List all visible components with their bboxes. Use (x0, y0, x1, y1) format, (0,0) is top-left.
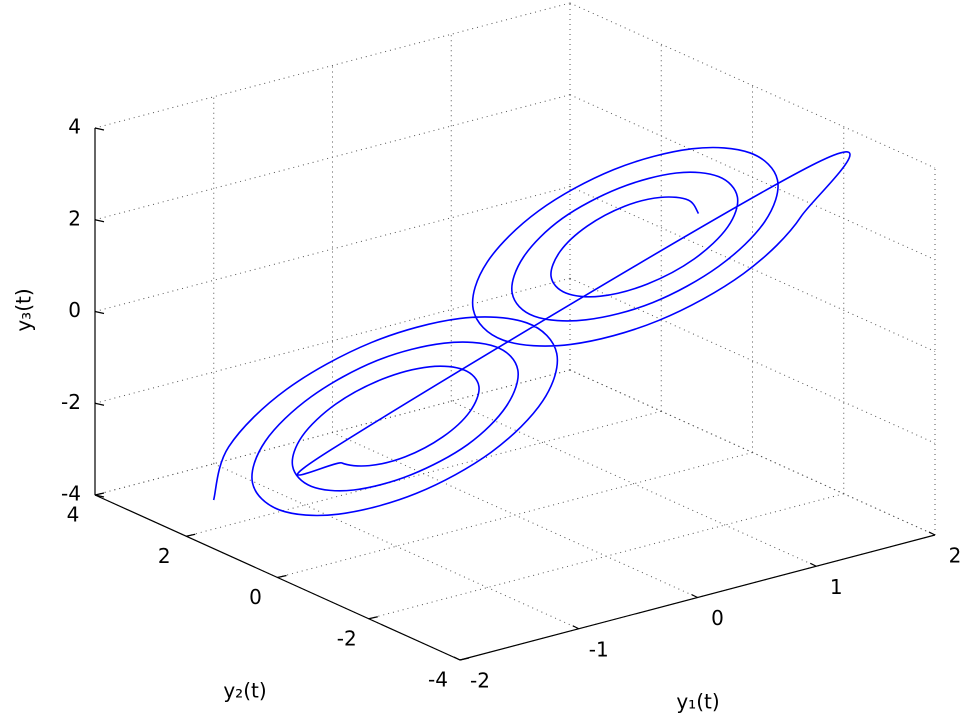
trajectory (212, 146, 851, 517)
x-tick-label: 1 (830, 575, 843, 599)
x-tick-label: 0 (711, 606, 724, 630)
grid-line (94, 94, 571, 221)
grid-line (186, 410, 662, 537)
z-tick-label: 2 (68, 206, 81, 230)
grid-line (569, 2, 936, 169)
tick-mark (186, 533, 196, 537)
z-tick-label: -4 (61, 482, 81, 506)
z-tick-label: 0 (68, 298, 81, 322)
grid-line (451, 400, 817, 567)
tick-mark (691, 593, 698, 599)
z-axis-label: y₃(t) (12, 288, 36, 331)
tick-mark (572, 625, 580, 630)
grid-line (569, 369, 936, 536)
grid-line (94, 369, 571, 496)
grid-line (94, 2, 571, 129)
tick-mark (94, 402, 105, 406)
y-axis-label: y₂(t) (223, 679, 266, 703)
z-tick-label: 4 (68, 115, 81, 139)
grid-line (569, 94, 936, 261)
x-axis-label: y₁(t) (676, 690, 719, 714)
z-tick-label: -2 (61, 390, 81, 414)
x-tick-label: 2 (949, 544, 962, 568)
y-tick-label: 2 (158, 544, 171, 568)
x-tick-label: -1 (589, 637, 609, 661)
tick-mark (94, 492, 105, 496)
tick-mark (94, 127, 105, 131)
grid-line (94, 277, 571, 404)
tick-mark (94, 494, 105, 498)
grid-line (368, 493, 844, 620)
grid-line (569, 186, 936, 352)
y-tick-label: -2 (337, 626, 357, 650)
grid-line (94, 186, 571, 312)
tick-mark (928, 531, 936, 536)
grid-line (213, 463, 579, 630)
tick-mark (809, 562, 817, 567)
y-tick-label: 4 (67, 503, 80, 527)
tick-mark (94, 310, 105, 315)
x-tick-label: -2 (470, 669, 490, 693)
tick-mark (94, 219, 105, 223)
tick-mark (459, 657, 470, 661)
tick-mark (453, 656, 461, 661)
tick-mark (368, 616, 378, 620)
y-tick-label: -4 (428, 668, 448, 692)
y-tick-label: 0 (249, 585, 262, 609)
grid-line (569, 277, 936, 444)
grid-line (277, 452, 753, 578)
tick-mark (277, 574, 287, 579)
